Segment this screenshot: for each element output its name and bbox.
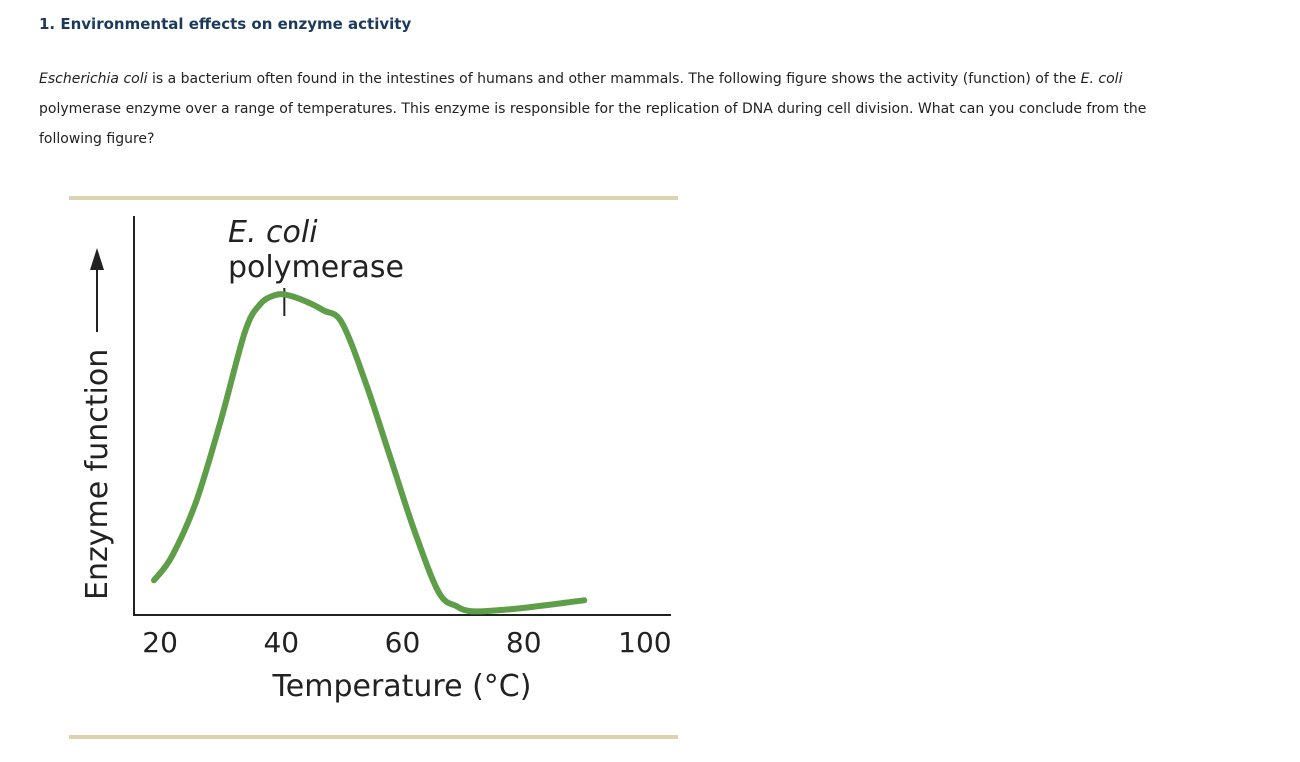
body-text-2: polymerase enzyme over a range of temper…	[39, 101, 1147, 147]
x-tick-label-80: 80	[506, 626, 542, 659]
x-tick-label-100: 100	[618, 626, 671, 659]
annotation-enzyme: polymerase	[228, 250, 404, 285]
x-axis-label: Temperature (°C)	[272, 669, 532, 704]
y-axis-label-group: Enzyme function	[80, 248, 115, 600]
question-title: 1. Environmental effects on enzyme activ…	[39, 15, 412, 33]
figure-rule-bottom	[69, 735, 678, 739]
species-name: Escherichia coli	[39, 71, 148, 87]
series-line-enzyme-function	[151, 291, 588, 615]
figure-rule-top	[69, 196, 678, 200]
x-tick-label-40: 40	[263, 626, 299, 659]
y-axis-arrow-head	[90, 248, 104, 270]
y-axis-label: Enzyme function	[80, 349, 115, 600]
annotation-species: E. coli	[228, 215, 318, 250]
x-tick-labels: 20 40 60 80 100	[142, 626, 671, 659]
body-text-1: is a bacterium often found in the intest…	[147, 71, 1081, 87]
x-tick-label-20: 20	[142, 626, 178, 659]
x-tick-label-60: 60	[385, 626, 421, 659]
question-body: Escherichia coli is a bacterium often fo…	[39, 64, 1189, 154]
annotation-group: E. coli polymerase	[228, 215, 404, 316]
species-name-short: E. coli	[1080, 71, 1123, 87]
